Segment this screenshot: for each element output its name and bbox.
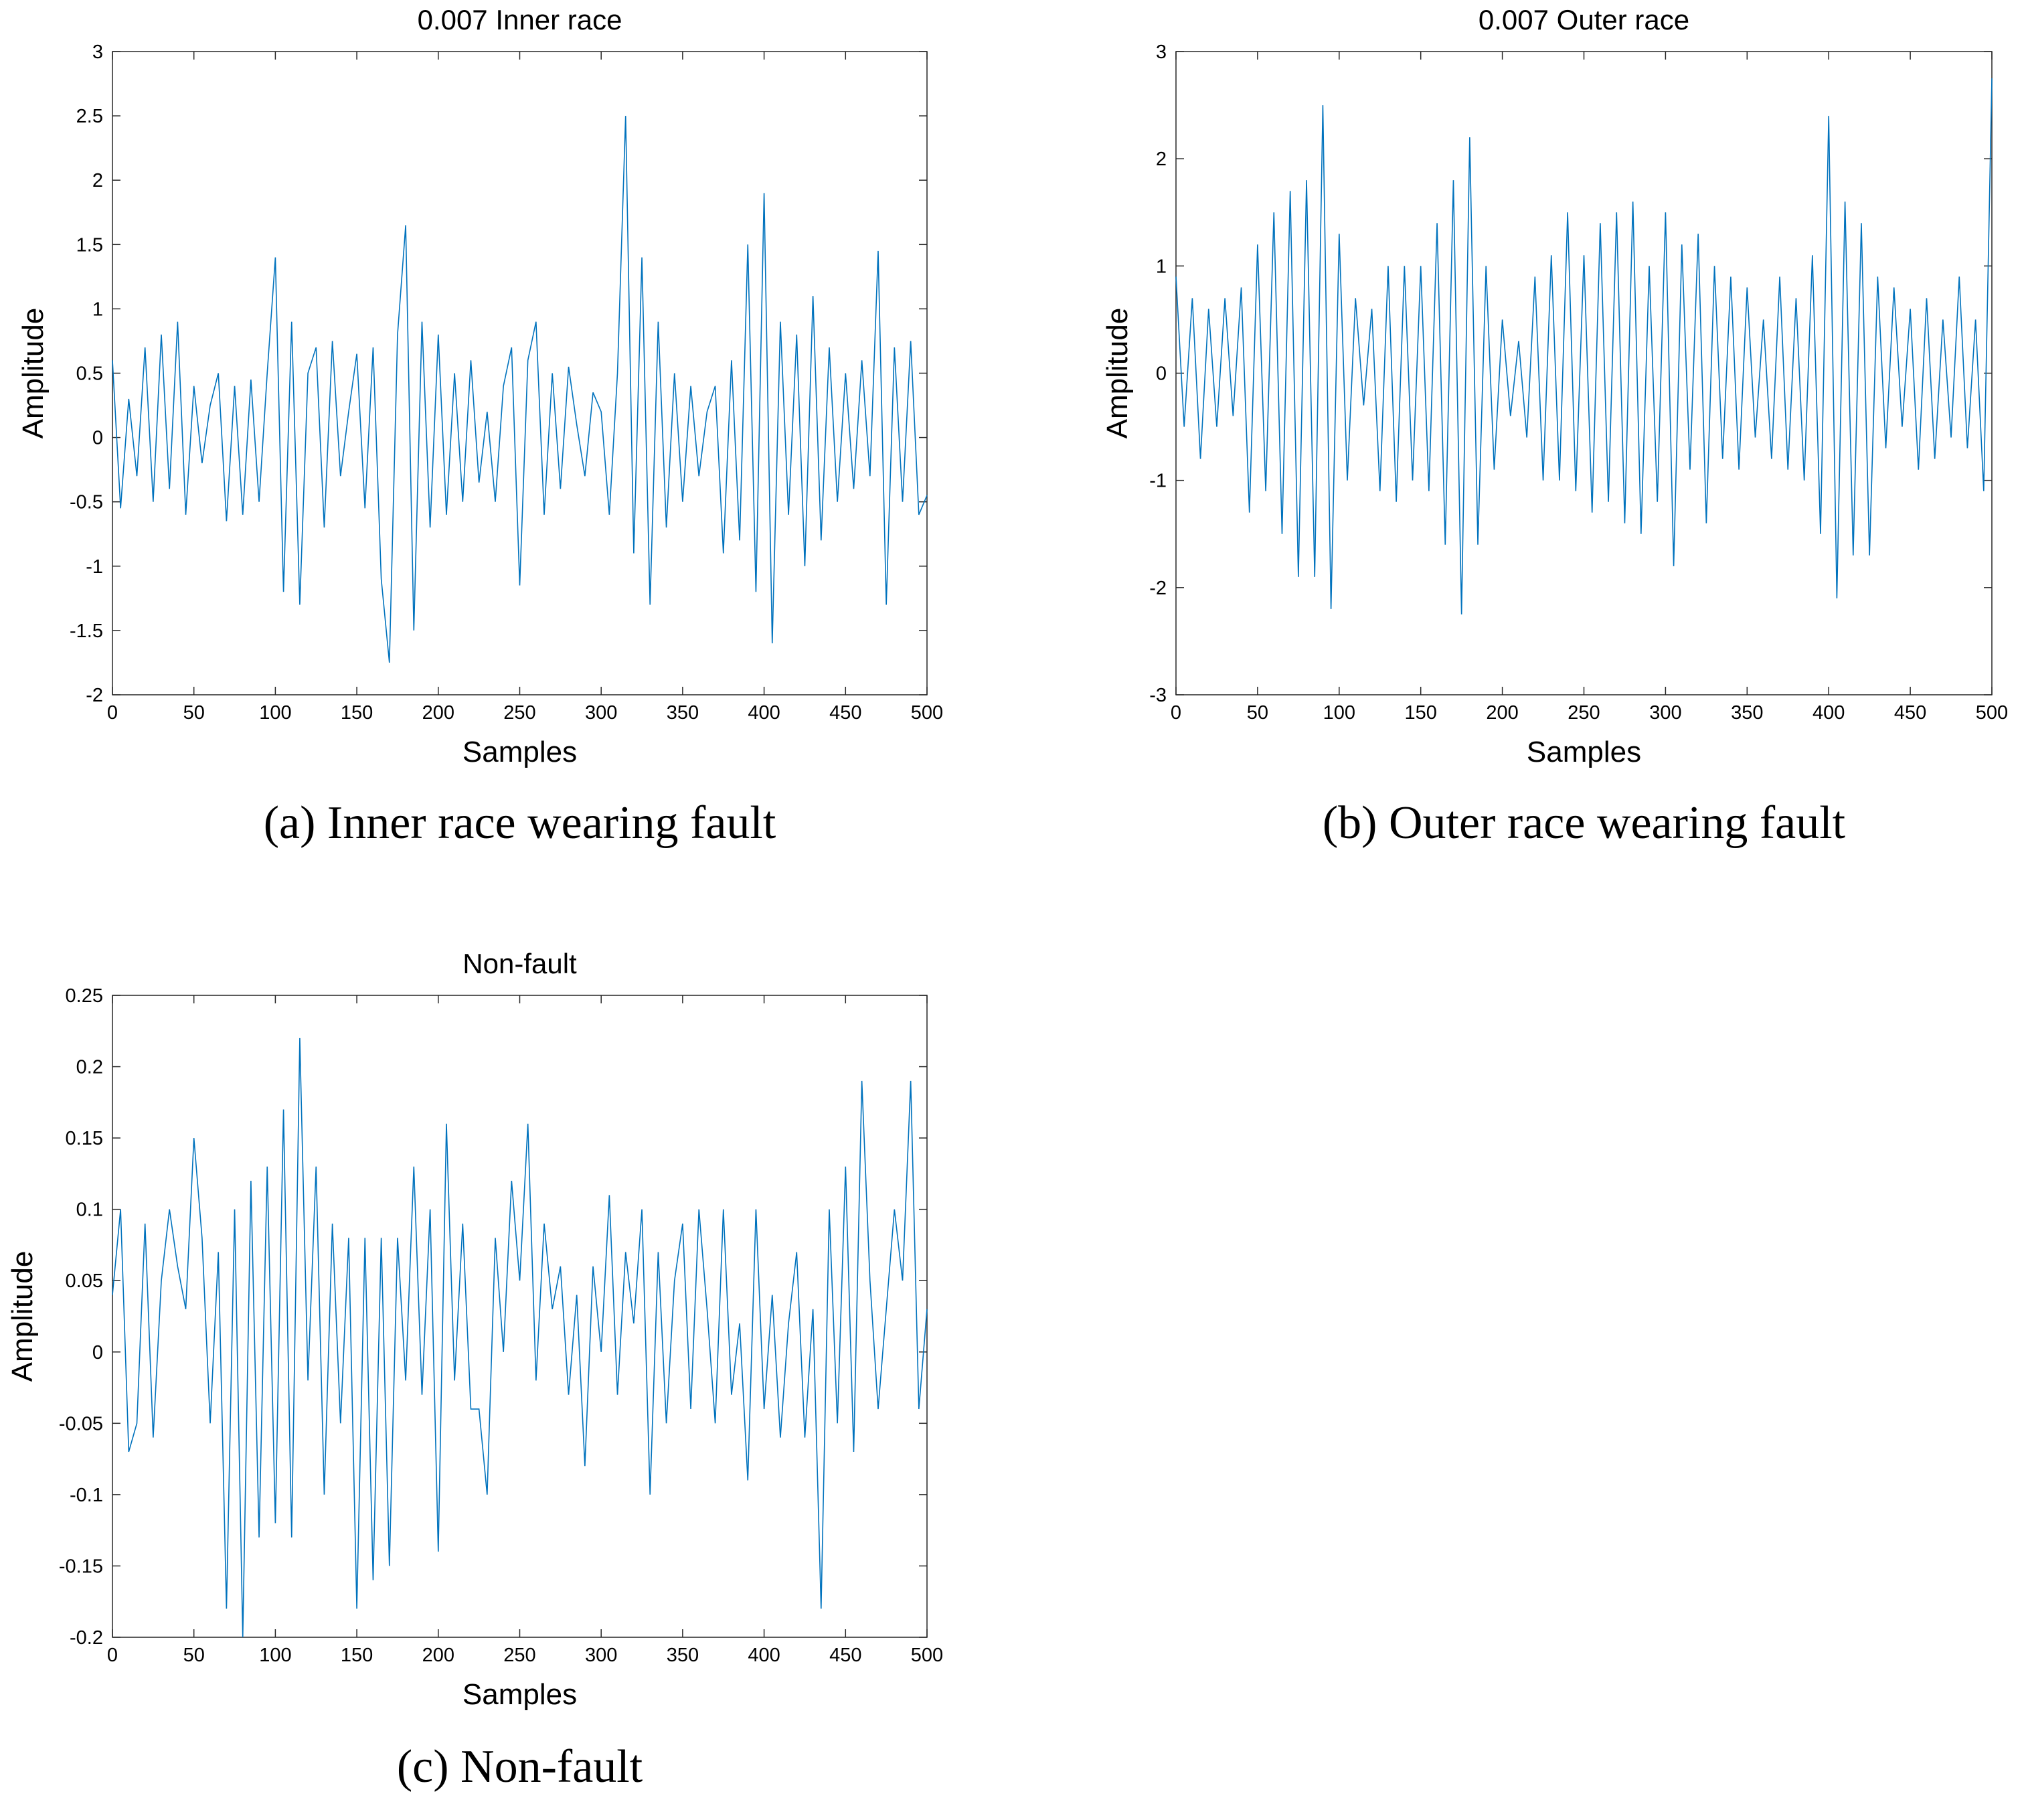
x-tick-label: 450: [829, 1645, 861, 1666]
x-tick-label: 200: [422, 1645, 454, 1666]
y-axis-label: Amplitude: [17, 308, 50, 439]
y-tick-label: 1: [1156, 256, 1167, 277]
y-tick-label: -0.05: [59, 1413, 103, 1434]
y-tick-label: -0.5: [70, 492, 103, 513]
plot-area: [112, 51, 928, 695]
y-tick-label: -2: [1149, 578, 1167, 599]
x-tick-label: 500: [911, 1645, 943, 1666]
y-tick-label: 1.5: [76, 234, 103, 256]
x-tick-label: 300: [585, 1645, 617, 1666]
y-tick-label: -3: [1149, 685, 1167, 706]
x-tick-label: 500: [1976, 702, 2008, 724]
x-tick-label: 0: [107, 1645, 118, 1666]
x-tick-label: 350: [1731, 702, 1763, 724]
x-tick-label: 250: [503, 1645, 535, 1666]
x-tick-label: 300: [585, 702, 617, 724]
y-tick-label: 3: [92, 42, 103, 63]
x-tick-label: 450: [829, 702, 861, 724]
x-tick-label: 200: [1486, 702, 1518, 724]
x-tick-label: 150: [341, 702, 373, 724]
x-tick-label: 50: [183, 702, 205, 724]
x-tick-label: 400: [748, 1645, 780, 1666]
y-tick-label: 2: [1156, 149, 1167, 170]
x-tick-label: 50: [183, 1645, 205, 1666]
y-tick-label: 0.15: [66, 1128, 103, 1149]
x-tick-label: 200: [422, 702, 454, 724]
x-tick-label: 350: [667, 702, 699, 724]
y-tick-label: 0.2: [76, 1057, 103, 1078]
y-tick-label: -1.5: [70, 621, 103, 642]
x-tick-label: 250: [503, 702, 535, 724]
plot-area: [1175, 51, 1993, 695]
signal-line: [112, 1038, 928, 1638]
x-tick-label: 300: [1649, 702, 1681, 724]
x-tick-label: 500: [911, 702, 943, 724]
x-tick-label: 0: [107, 702, 118, 724]
chart-title: Non-fault: [462, 948, 577, 979]
y-tick-label: -1: [1149, 471, 1167, 492]
y-tick-label: 1: [92, 299, 103, 320]
chart-title: 0.007 Inner race: [418, 4, 622, 35]
plot-area: [112, 995, 928, 1638]
y-tick-label: 0.05: [66, 1270, 103, 1292]
x-axis-label: Samples: [462, 736, 577, 768]
y-tick-label: 0.25: [66, 985, 103, 1007]
x-tick-label: 400: [1812, 702, 1845, 724]
y-tick-label: 0: [1156, 363, 1167, 385]
y-tick-label: -2: [86, 685, 103, 706]
x-tick-label: 150: [341, 1645, 373, 1666]
x-tick-label: 100: [1323, 702, 1355, 724]
caption: (c) Non-fault: [397, 1741, 643, 1793]
y-axis-label: Amplitude: [6, 1251, 39, 1382]
signal-line: [112, 116, 928, 663]
x-tick-label: 350: [667, 1645, 699, 1666]
x-tick-label: 250: [1568, 702, 1600, 724]
x-tick-label: 100: [259, 702, 291, 724]
y-tick-label: -0.15: [59, 1556, 103, 1577]
x-axis-label: Samples: [462, 1678, 577, 1711]
y-tick-label: 0: [92, 428, 103, 449]
x-tick-label: 100: [259, 1645, 291, 1666]
y-tick-label: 2.5: [76, 106, 103, 127]
y-tick-label: 0.5: [76, 363, 103, 385]
x-tick-label: 400: [748, 702, 780, 724]
y-tick-label: 2: [92, 170, 103, 191]
y-tick-label: -1: [86, 556, 103, 578]
caption: (a) Inner race wearing fault: [264, 797, 776, 849]
y-tick-label: 0.1: [76, 1199, 103, 1221]
y-axis-label: Amplitude: [1101, 308, 1134, 439]
y-tick-label: -0.1: [70, 1485, 103, 1506]
y-tick-label: -0.2: [70, 1627, 103, 1649]
x-tick-label: 450: [1894, 702, 1926, 724]
x-axis-label: Samples: [1527, 736, 1641, 768]
x-tick-label: 150: [1405, 702, 1437, 724]
caption: (b) Outer race wearing fault: [1323, 797, 1846, 849]
y-tick-label: 0: [92, 1342, 103, 1363]
chart-title: 0.007 Outer race: [1479, 4, 1689, 35]
y-tick-label: 3: [1156, 42, 1167, 63]
x-tick-label: 0: [1171, 702, 1181, 724]
x-tick-label: 50: [1247, 702, 1268, 724]
signal-line: [1175, 78, 1993, 614]
